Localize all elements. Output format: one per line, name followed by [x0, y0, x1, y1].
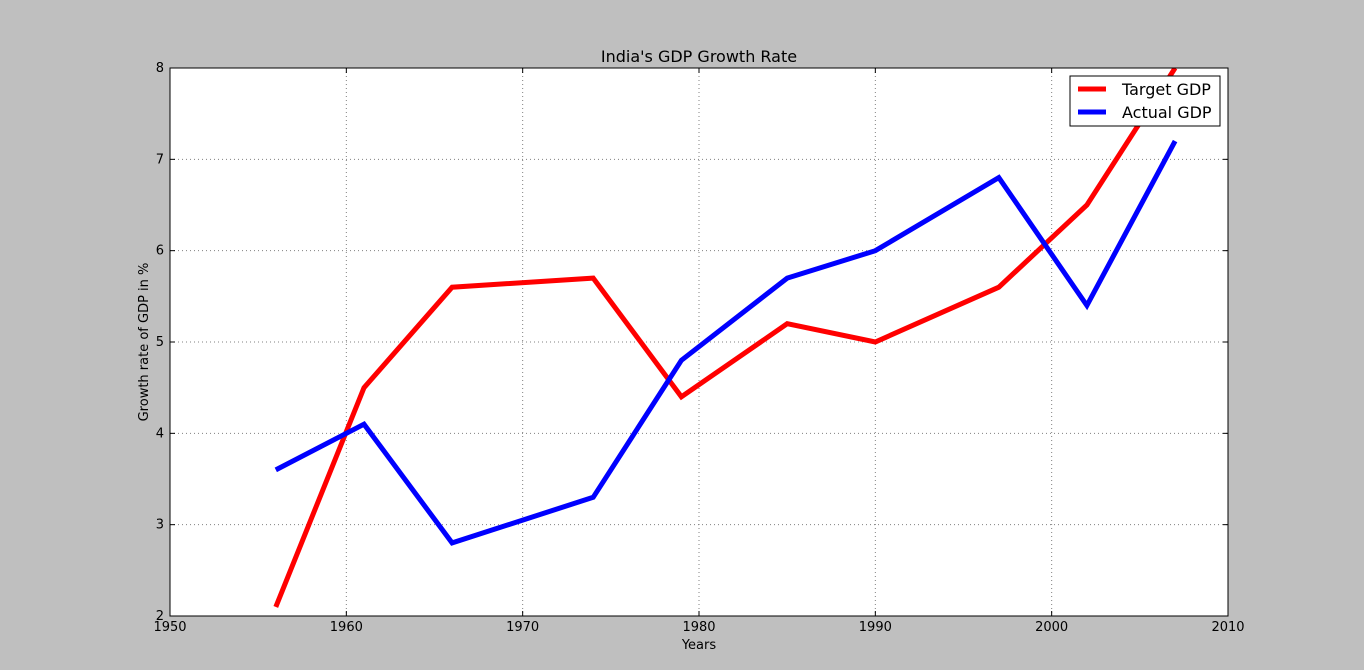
legend-label: Target GDP [1121, 80, 1211, 99]
legend-box [1069, 75, 1221, 127]
y-axis-title: Growth rate of GDP in % [137, 263, 152, 422]
y-tick-label: 5 [156, 335, 164, 350]
x-tick-label: 1970 [506, 620, 539, 635]
y-tick-label: 6 [156, 244, 164, 259]
series-layer [273, 68, 1178, 608]
x-axis-title: Years [681, 638, 717, 653]
x-tick-label: 1990 [859, 620, 892, 635]
y-tick-label: 8 [156, 61, 164, 76]
x-tick-label: 2010 [1211, 620, 1244, 635]
y-tick-label: 4 [156, 426, 164, 441]
x-tick-label: 1950 [153, 620, 186, 635]
legend-label: Actual GDP [1122, 103, 1212, 122]
y-tick-label: 7 [156, 152, 164, 167]
x-tick-label: 1960 [330, 620, 363, 635]
y-tick-label: 3 [156, 518, 164, 533]
legend: Target GDP Actual GDP [1069, 75, 1221, 127]
x-tick-label: 2000 [1035, 620, 1068, 635]
x-tick-label: 1980 [682, 620, 715, 635]
series-line-actual-gdp [274, 139, 1178, 546]
ticks: 1950 1960 1970 1980 1990 2000 2010 2 3 4 5 6 7 8 [153, 61, 1244, 635]
chart-title: India's GDP Growth Rate [601, 47, 797, 66]
y-tick-label: 2 [156, 609, 164, 624]
series-line-target-gdp [273, 68, 1178, 608]
